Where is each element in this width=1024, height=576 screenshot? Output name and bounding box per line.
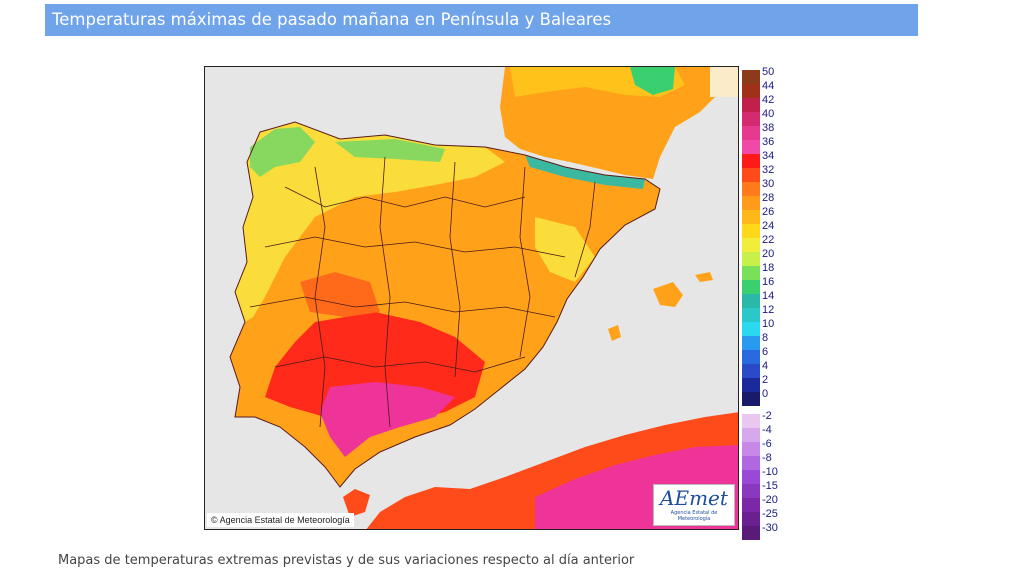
legend-label: -4 [762, 424, 772, 436]
legend-swatch [742, 322, 760, 336]
legend-label: 28 [762, 192, 775, 204]
northwest-mild-zone [235, 122, 505, 322]
legend-swatch [742, 126, 760, 140]
legend-swatch [742, 84, 760, 98]
legend-label: 14 [762, 290, 775, 302]
legend-label: 24 [762, 220, 775, 232]
extremadura-hot-zone [300, 272, 380, 317]
france-land [500, 67, 725, 179]
legend-swatch [742, 512, 760, 526]
legend-label: 42 [762, 94, 775, 106]
legend-swatch [742, 238, 760, 252]
pyrenees-cool-zone [525, 155, 645, 189]
legend-label: -2 [762, 410, 772, 422]
sea-corner [710, 67, 738, 97]
legend-swatch [742, 98, 760, 112]
legend-swatch [742, 196, 760, 210]
legend-label: 32 [762, 164, 775, 176]
coastline [229, 121, 661, 488]
legend-label: -6 [762, 438, 772, 450]
legend-label: -15 [762, 480, 778, 492]
legend-swatch [742, 364, 760, 378]
logo-text: AEmet [660, 486, 728, 510]
morocco-tip [343, 489, 370, 517]
legend-swatch [742, 456, 760, 470]
legend-swatch [742, 414, 760, 428]
legend-swatch [742, 182, 760, 196]
legend-label: 26 [762, 206, 775, 218]
legend-swatch [742, 266, 760, 280]
legend-swatch [742, 294, 760, 308]
temperature-map: © Agencia Estatal de Meteorología AEmet … [204, 66, 739, 530]
legend-swatch [742, 470, 760, 484]
legend-swatch [742, 308, 760, 322]
legend-swatch [742, 498, 760, 512]
province-borders [249, 156, 596, 428]
east-mild-zone [535, 217, 595, 282]
legend-label: 16 [762, 276, 775, 288]
legend-swatch [742, 336, 760, 350]
legend-label: -25 [762, 508, 778, 520]
galicia-cool-zone [250, 127, 315, 177]
ibiza-island [608, 325, 621, 341]
page-title: Temperaturas máximas de pasado mañana en… [45, 4, 918, 36]
menorca-island [695, 272, 713, 282]
alps-cool-zone [630, 67, 675, 95]
legend-label: 12 [762, 304, 775, 316]
legend-label: -8 [762, 452, 772, 464]
legend-label: 30 [762, 178, 775, 190]
legend-label: 2 [762, 374, 769, 386]
legend-label: 22 [762, 234, 775, 246]
legend-swatch [742, 378, 760, 392]
temperature-legend: 50 44 42 40 38 36 34 32 30 28 26 24 22 20 18 16 14 12 10 8 6… [742, 66, 782, 540]
legend-swatch [742, 484, 760, 498]
mallorca-island [653, 282, 683, 307]
legend-label: -30 [762, 522, 778, 534]
legend-label: 8 [762, 332, 769, 344]
page-caption: Mapas de temperaturas extremas previstas… [58, 553, 635, 568]
legend-label: -20 [762, 494, 778, 506]
legend-swatch [742, 526, 760, 540]
logo-subtitle: Agencia Estatal de Meteorología [670, 510, 718, 522]
legend-swatch [742, 70, 760, 84]
aemet-logo: AEmet Agencia Estatal de Meteorología [653, 484, 735, 526]
legend-swatch [742, 112, 760, 126]
legend-label: 40 [762, 108, 775, 120]
legend-label: 20 [762, 248, 775, 260]
legend-label: 6 [762, 346, 769, 358]
guadalquivir-very-hot-zone [320, 382, 455, 457]
cantabria-cool-zone [335, 139, 445, 162]
legend-label: 34 [762, 150, 775, 162]
legend-swatch [742, 252, 760, 266]
legend-swatch [742, 154, 760, 168]
legend-swatch [742, 428, 760, 442]
legend-swatch [742, 168, 760, 182]
legend-swatch [742, 210, 760, 224]
legend-label: 0 [762, 388, 769, 400]
legend-swatch [742, 442, 760, 456]
legend-label: 50 [762, 66, 775, 78]
legend-swatch [742, 280, 760, 294]
legend-label: 4 [762, 360, 769, 372]
copyright-notice: © Agencia Estatal de Meteorología [207, 513, 354, 527]
legend-label: 44 [762, 80, 775, 92]
legend-label: 36 [762, 136, 775, 148]
legend-label: 38 [762, 122, 775, 134]
legend-label: -10 [762, 466, 778, 478]
legend-label: 18 [762, 262, 775, 274]
legend-swatch [742, 350, 760, 364]
map-canvas [229, 67, 738, 529]
legend-swatch [742, 224, 760, 238]
legend-swatch [742, 140, 760, 154]
legend-label: 10 [762, 318, 775, 330]
legend-swatch [742, 392, 760, 406]
